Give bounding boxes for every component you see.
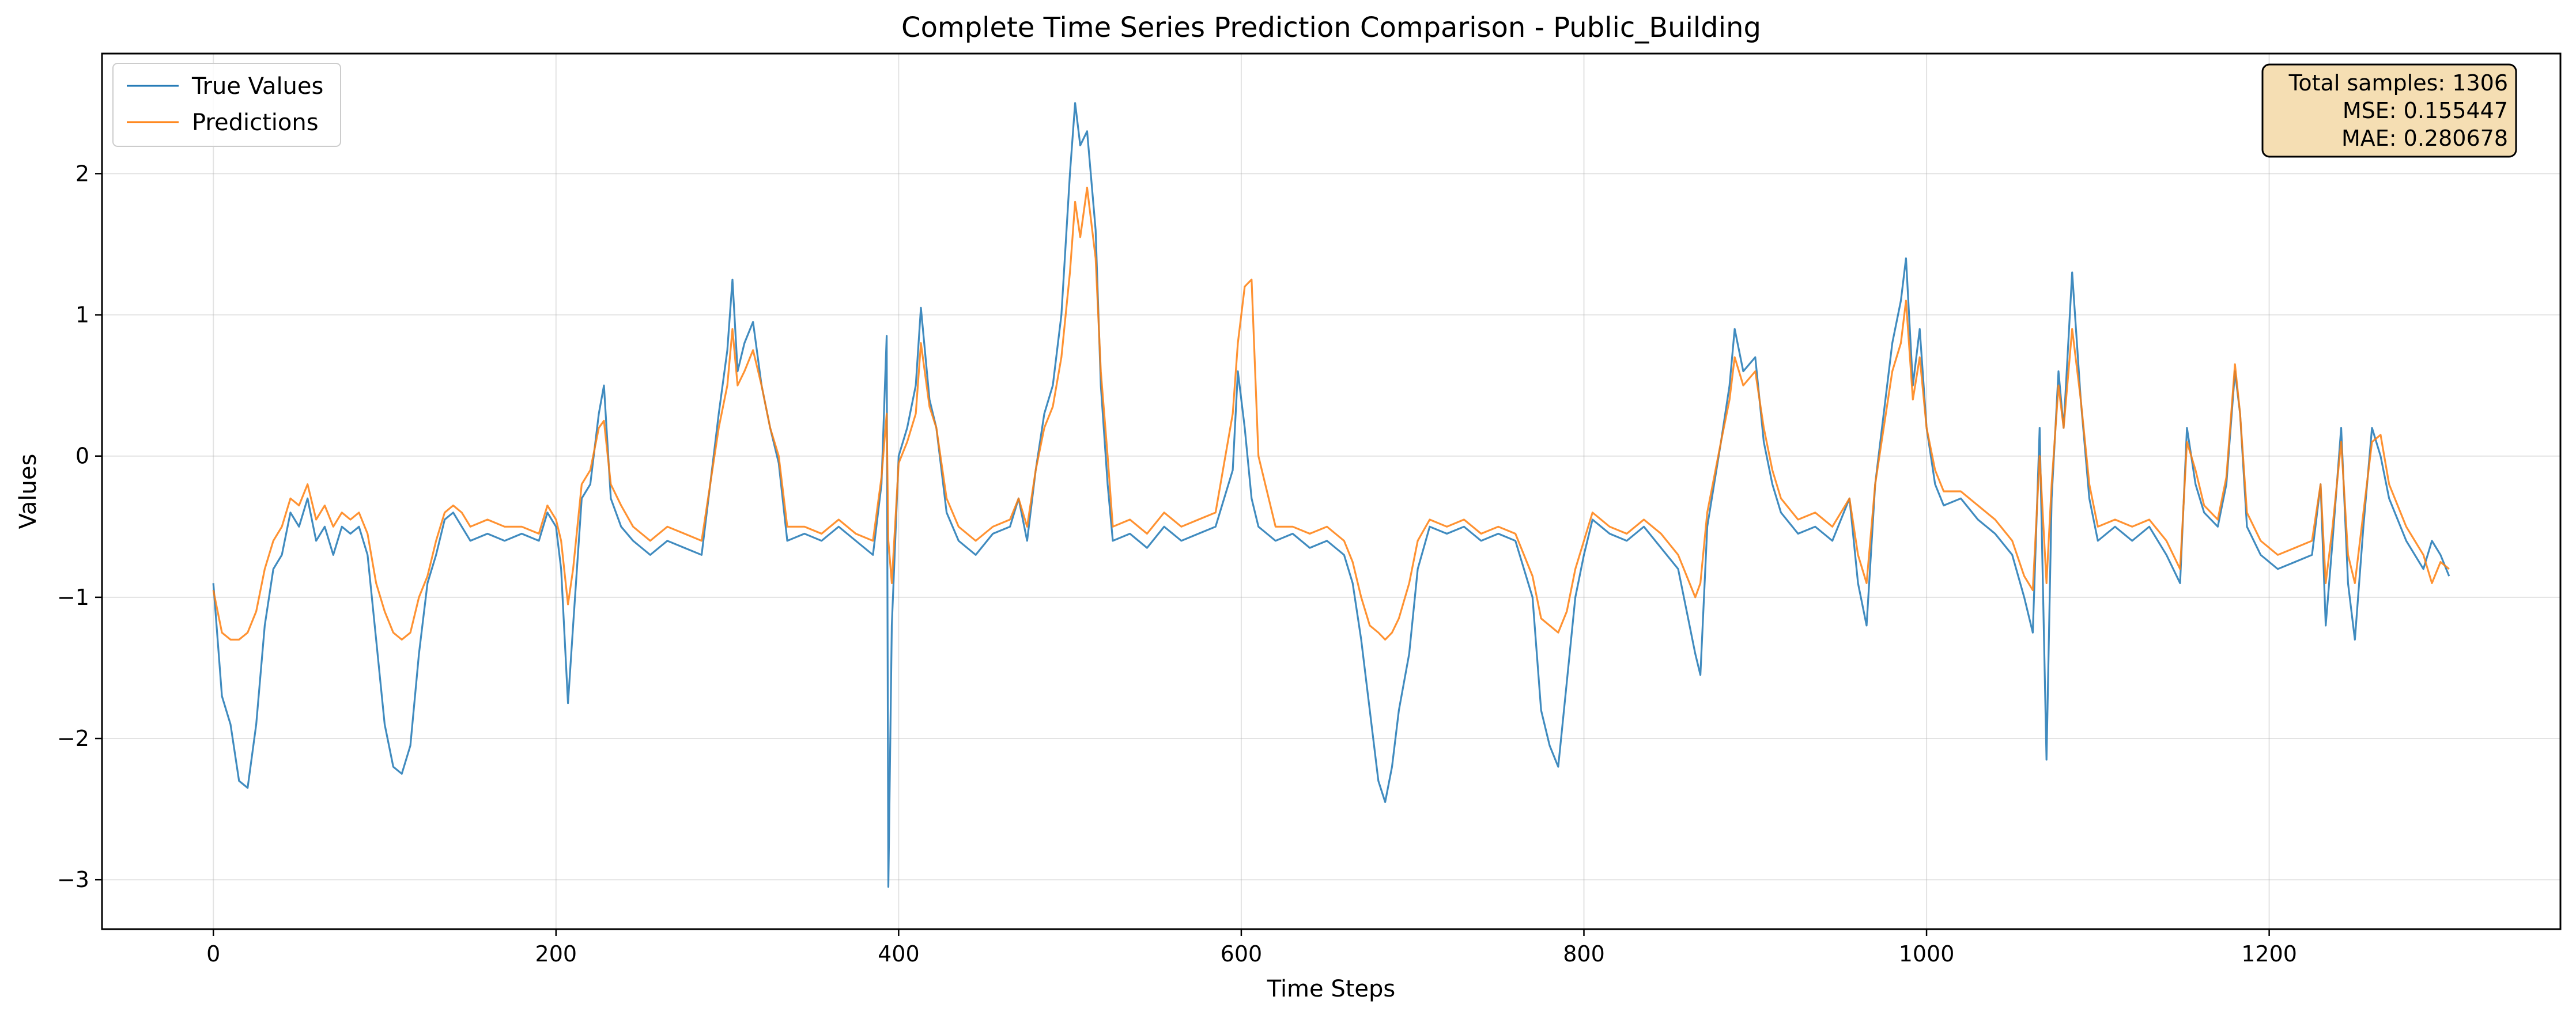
x-tick-label: 600: [1221, 941, 1263, 967]
legend-label-true-values: True Values: [191, 73, 323, 100]
x-tick-label: 1200: [2241, 941, 2297, 967]
x-tick-label: 200: [535, 941, 577, 967]
x-tick-label: 800: [1563, 941, 1605, 967]
stats-total-samples: Total samples: 1306: [2288, 70, 2508, 96]
y-tick-label: 2: [75, 161, 89, 186]
y-tick-label: −2: [57, 726, 89, 751]
x-tick-label: 400: [878, 941, 920, 967]
legend: True Values Predictions: [113, 63, 341, 146]
x-axis-label: Time Steps: [1267, 976, 1396, 1002]
chart-title: Complete Time Series Prediction Comparis…: [901, 12, 1761, 44]
x-tick-label: 0: [206, 941, 220, 967]
x-tick-label: 1000: [1899, 941, 1955, 967]
stats-box: Total samples: 1306 MSE: 0.155447 MAE: 0…: [2263, 65, 2516, 157]
y-tick-label: −3: [57, 867, 89, 892]
y-tick-label: −1: [57, 585, 89, 610]
legend-label-predictions: Predictions: [192, 109, 319, 136]
y-tick-label: 1: [75, 302, 89, 328]
y-tick-label: 0: [75, 444, 89, 469]
y-axis-label: Values: [15, 454, 41, 529]
stats-mae: MAE: 0.280678: [2341, 126, 2508, 151]
stats-mse: MSE: 0.155447: [2343, 98, 2508, 123]
